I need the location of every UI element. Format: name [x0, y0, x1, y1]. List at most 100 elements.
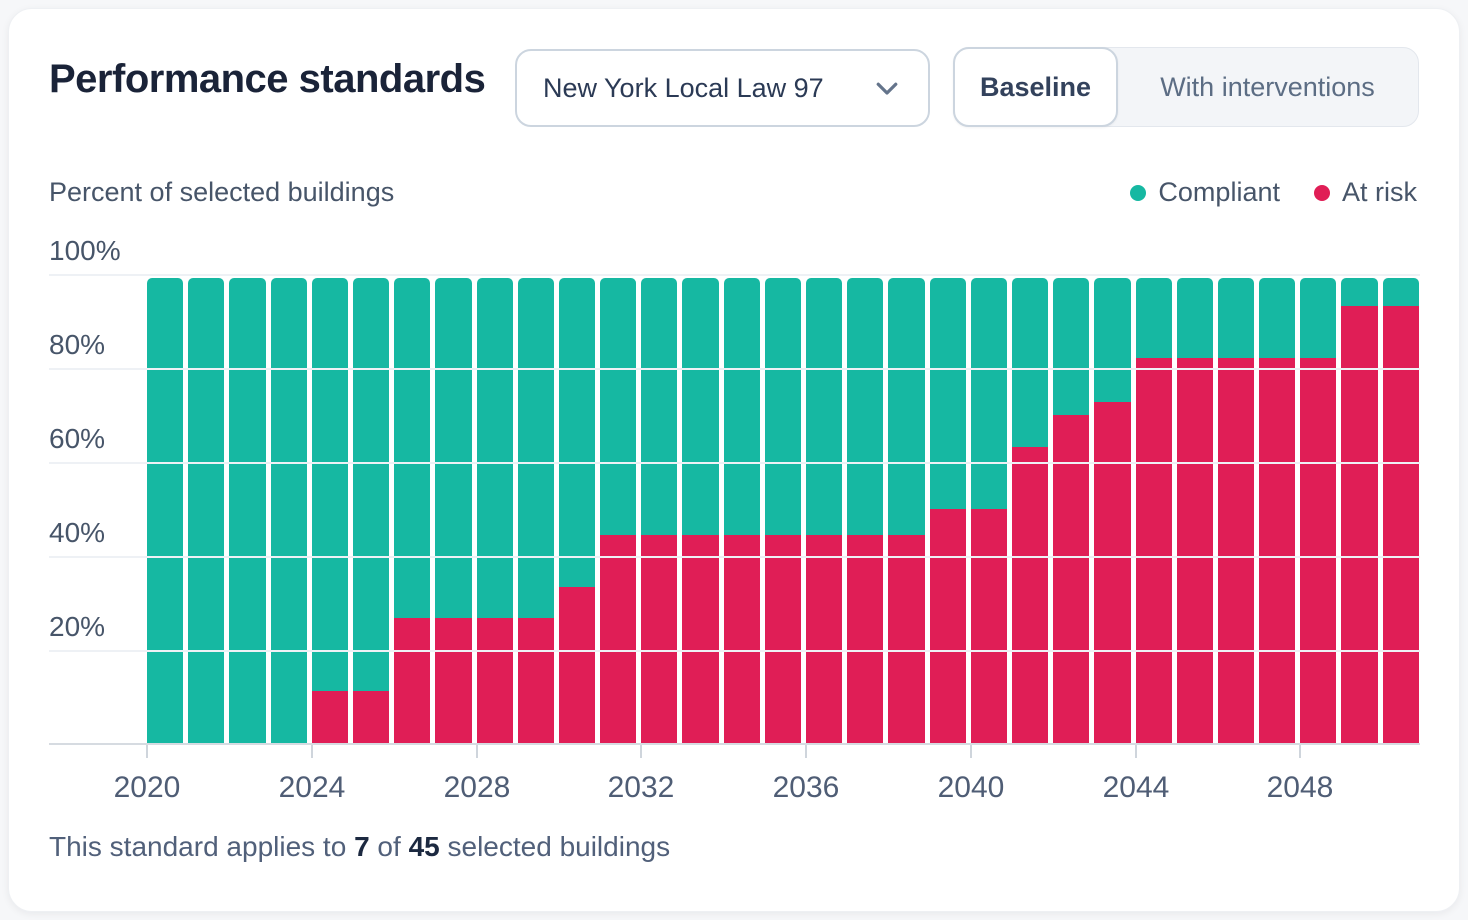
standard-select[interactable]: New York Local Law 97 [515, 49, 930, 127]
x-axis-tick-2044 [1135, 745, 1137, 758]
bar-segment-compliant [806, 277, 843, 536]
bar-2048[interactable] [1300, 275, 1337, 743]
bar-segment-compliant [188, 277, 225, 743]
bar-segment-at-risk [1094, 402, 1131, 743]
bar-segment-compliant [847, 277, 884, 536]
bar-2033[interactable] [682, 275, 719, 743]
bar-segment-compliant [600, 277, 637, 536]
bar-2027[interactable] [435, 275, 472, 743]
x-axis-tick-2048 [1299, 745, 1301, 758]
bar-segment-compliant [1217, 277, 1255, 359]
building-count-note: This standard applies to 7 of 45 selecte… [49, 831, 670, 863]
bar-2032[interactable] [641, 275, 678, 743]
toggle-option-with-interventions[interactable]: With interventions [1117, 48, 1418, 126]
bar-2045[interactable] [1176, 275, 1213, 743]
bar-segment-compliant [641, 277, 678, 536]
bar-segment-compliant [352, 277, 390, 692]
gridline-20 [49, 650, 1420, 652]
bar-segment-compliant [1135, 277, 1172, 359]
bar-segment-compliant [517, 277, 554, 619]
bar-2031[interactable] [600, 275, 637, 743]
bar-segment-at-risk [517, 618, 554, 743]
chart-legend: Compliant At risk [1130, 177, 1417, 208]
legend-item-at-risk: At risk [1313, 177, 1417, 208]
bar-segment-at-risk [435, 618, 472, 743]
standard-select-value: New York Local Law 97 [543, 72, 824, 103]
bar-segment-compliant [1259, 277, 1296, 359]
bar-2022[interactable] [229, 275, 266, 743]
bar-segment-at-risk [352, 691, 390, 743]
bar-segment-compliant [929, 277, 966, 509]
y-axis-label-100: 100% [49, 235, 121, 266]
bar-segment-at-risk [764, 535, 801, 743]
bar-2030[interactable] [558, 275, 596, 743]
bar-2047[interactable] [1259, 275, 1296, 743]
toggle-option-baseline[interactable]: Baseline [953, 47, 1118, 127]
bar-segment-compliant [394, 277, 431, 619]
x-axis-label-2044: 2044 [1102, 771, 1170, 804]
bar-segment-at-risk [394, 618, 431, 743]
bar-2039[interactable] [929, 275, 966, 743]
bar-2034[interactable] [723, 275, 760, 743]
note-text: selected buildings [439, 831, 671, 862]
bar-2037[interactable] [847, 275, 884, 743]
x-axis-tick-2032 [640, 745, 642, 758]
bar-segment-at-risk [1382, 306, 1419, 743]
bar-segment-compliant [1053, 277, 1090, 416]
y-axis-label-20: 20% [49, 611, 106, 642]
bar-segment-at-risk [723, 535, 760, 743]
bar-2028[interactable] [476, 275, 513, 743]
bar-segment-compliant [682, 277, 719, 536]
bar-2044[interactable] [1135, 275, 1172, 743]
bar-segment-compliant [311, 277, 348, 692]
scenario-toggle: Baseline With interventions [953, 47, 1419, 127]
bar-segment-at-risk [1341, 306, 1378, 743]
bar-segment-at-risk [806, 535, 843, 743]
bar-segment-at-risk [1300, 358, 1337, 743]
bar-2040[interactable] [970, 275, 1007, 743]
gridline-40 [49, 556, 1420, 558]
bar-segment-compliant [1011, 277, 1049, 447]
bar-2036[interactable] [806, 275, 843, 743]
bar-2029[interactable] [517, 275, 554, 743]
bar-segment-compliant [723, 277, 760, 536]
bar-2020[interactable] [147, 275, 184, 743]
bar-2023[interactable] [270, 275, 307, 743]
bar-2050[interactable] [1382, 275, 1419, 743]
bar-2024[interactable] [311, 275, 348, 743]
bar-segment-at-risk [1011, 446, 1049, 743]
x-axis-label-2028: 2028 [443, 771, 511, 804]
y-axis-label-80: 80% [49, 329, 106, 360]
note-text: of [369, 831, 409, 862]
bar-segment-at-risk [311, 691, 348, 743]
bar-segment-at-risk [476, 618, 513, 743]
bar-2021[interactable] [188, 275, 225, 743]
bar-segment-at-risk [888, 535, 925, 743]
bar-segment-compliant [764, 277, 801, 536]
bar-2041[interactable] [1011, 275, 1049, 743]
chevron-down-icon [876, 82, 898, 95]
bar-segment-at-risk [641, 535, 678, 743]
bar-segment-at-risk [929, 509, 966, 743]
bar-2049[interactable] [1341, 275, 1378, 743]
bar-2025[interactable] [352, 275, 390, 743]
bar-segment-compliant [888, 277, 925, 536]
gridline-80 [49, 368, 1420, 370]
bar-2026[interactable] [394, 275, 431, 743]
x-axis-tick-2024 [311, 745, 313, 758]
bar-2035[interactable] [764, 275, 801, 743]
bar-2046[interactable] [1217, 275, 1255, 743]
legend-label-at-risk: At risk [1341, 177, 1417, 207]
x-axis-label-2036: 2036 [772, 771, 840, 804]
bar-segment-compliant [1176, 277, 1213, 359]
x-axis-tick-2020 [146, 745, 148, 758]
chart-axis-title: Percent of selected buildings [49, 177, 395, 207]
bar-2042[interactable] [1053, 275, 1090, 743]
bar-segment-at-risk [682, 535, 719, 743]
bars-container [147, 275, 1419, 743]
bar-2043[interactable] [1094, 275, 1131, 743]
bar-2038[interactable] [888, 275, 925, 743]
y-axis-label-40: 40% [49, 517, 106, 548]
x-axis-label-2024: 2024 [278, 771, 346, 804]
bar-segment-at-risk [847, 535, 884, 743]
